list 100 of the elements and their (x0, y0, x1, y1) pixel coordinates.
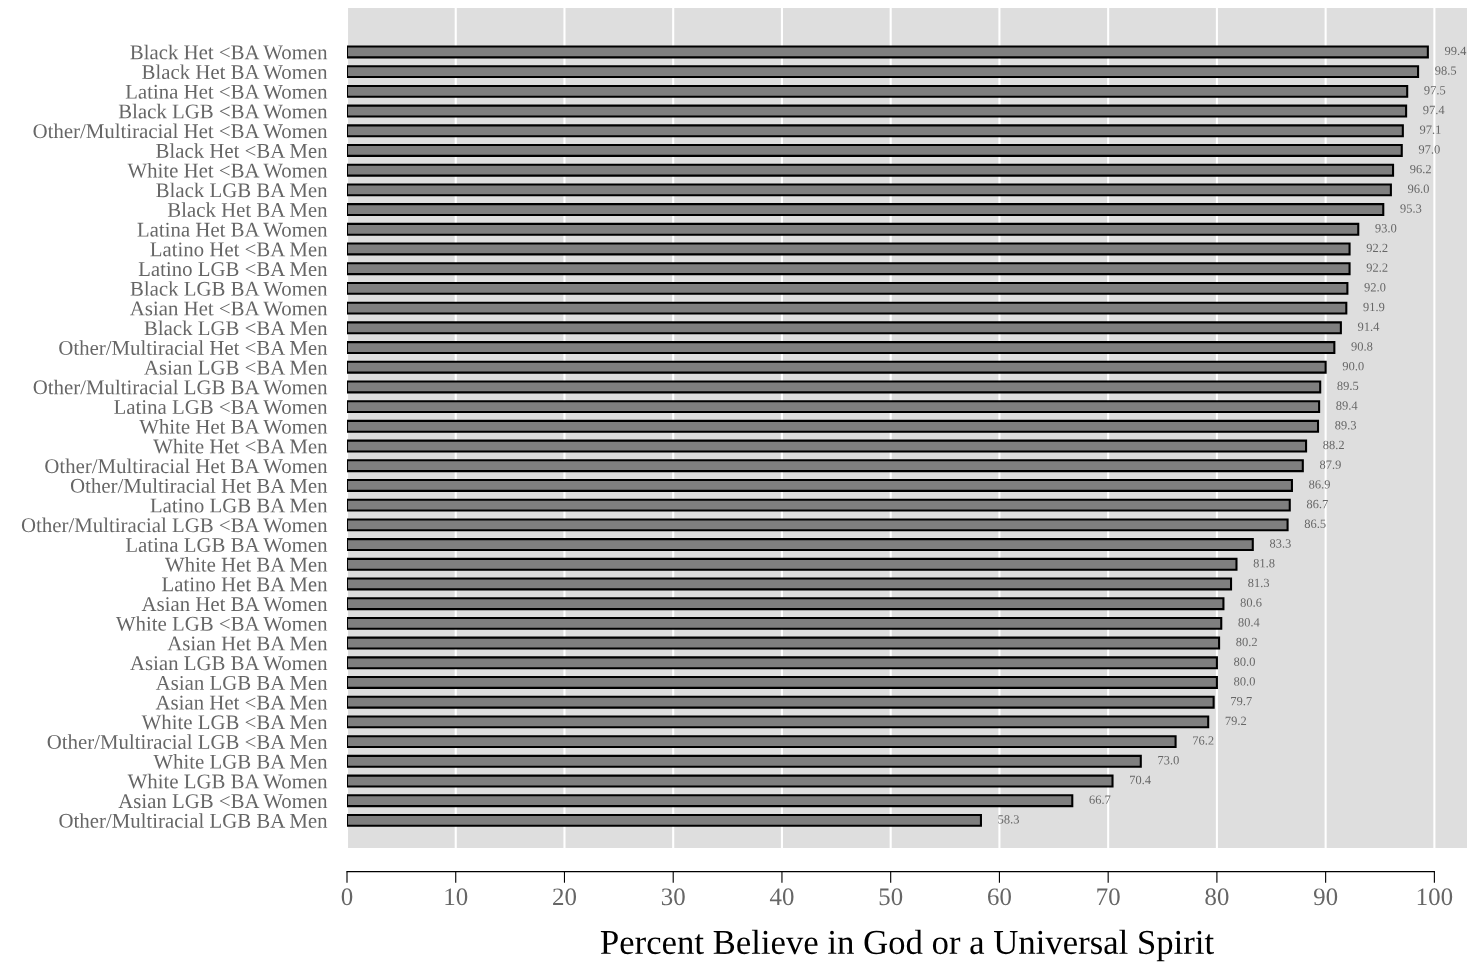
bar (347, 163, 1395, 177)
data-label: 80.2 (1236, 637, 1257, 647)
y-tick-label: Other/Multiracial LGB BA Women (33, 379, 328, 395)
data-label: 91.9 (1363, 302, 1385, 312)
y-tick-label: Black Het BA Women (142, 64, 328, 80)
x-tick-label: 20 (553, 888, 577, 906)
data-label: 93.0 (1375, 223, 1397, 233)
y-tick-label: Black Het <BA Men (156, 143, 328, 158)
bar (347, 656, 1218, 670)
x-tick-label: 50 (879, 888, 903, 906)
y-tick-label: Latino Het BA Men (162, 577, 328, 592)
bar (347, 735, 1177, 749)
bar (347, 65, 1420, 79)
data-label: 91.4 (1357, 322, 1380, 331)
data-label: 80.0 (1234, 677, 1255, 686)
bar (347, 754, 1142, 768)
y-tick-label: Latina Het BA Women (137, 222, 328, 237)
y-tick-label: Other/Multiracial Het <BA Women (33, 123, 328, 139)
data-label: 79.2 (1225, 716, 1247, 726)
bar (347, 281, 1349, 295)
y-tick-label: Latino Het <BA Men (150, 242, 328, 257)
data-label: 97.0 (1418, 145, 1440, 154)
y-tick-label: Asian LGB BA Women (130, 656, 328, 671)
data-label: 66.7 (1089, 795, 1111, 804)
bar (347, 262, 1351, 276)
bar (347, 242, 1351, 256)
data-label: 80.4 (1238, 618, 1260, 627)
bar (347, 597, 1225, 611)
bar (347, 222, 1360, 236)
bar (347, 557, 1238, 571)
bar (347, 478, 1293, 492)
y-tick-label: Asian Het BA Women (141, 597, 328, 612)
y-tick-label: Other/Multiracial Het BA Women (45, 458, 328, 474)
x-tick-label: 100 (1417, 888, 1453, 906)
data-label: 86.5 (1304, 519, 1326, 529)
bar (347, 203, 1385, 217)
bar (347, 774, 1114, 788)
data-label: 89.4 (1336, 401, 1358, 410)
data-label: 98.5 (1435, 66, 1457, 75)
data-label: 79.7 (1231, 696, 1252, 706)
data-label: 92.2 (1366, 263, 1388, 272)
bar (347, 341, 1336, 354)
bar (347, 380, 1322, 394)
bar (347, 715, 1210, 729)
x-tick-label: 60 (988, 888, 1011, 906)
bar (347, 794, 1074, 808)
bar (347, 360, 1327, 374)
data-label: 88.2 (1323, 440, 1344, 450)
y-tick-label: Black LGB BA Women (130, 281, 328, 296)
y-tick-label: Latino LGB BA Men (150, 498, 328, 513)
y-tick-label: Other/Multiracial Het <BA Men (59, 340, 328, 355)
data-label: 81.3 (1248, 578, 1270, 588)
y-tick-label: White Het <BA Men (153, 438, 328, 454)
x-axis-title: Percent Believe in God or a Universal Spirit (600, 929, 1214, 962)
y-tick-label: Black LGB <BA Women (118, 103, 328, 119)
data-label: 97.1 (1419, 125, 1441, 134)
x-tick-label: 0 (341, 888, 353, 906)
bar (347, 301, 1348, 315)
data-label: 86.9 (1309, 480, 1330, 489)
data-label: 90.8 (1351, 342, 1373, 351)
y-tick-label: Latina Het <BA Women (125, 84, 328, 99)
data-label: 89.5 (1337, 381, 1359, 391)
y-tick-label: Other/Multiracial LGB <BA Men (47, 734, 328, 750)
bar (347, 419, 1320, 433)
y-tick-label: White Het BA Men (164, 557, 328, 572)
bar (347, 321, 1342, 335)
data-label: 76.2 (1193, 736, 1214, 745)
y-tick-label: Black Het BA Men (167, 202, 328, 218)
x-tick-label: 90 (1313, 888, 1338, 906)
y-tick-label: White LGB BA Women (127, 773, 328, 789)
y-tick-label: Black LGB <BA Men (144, 320, 328, 336)
x-tick-label: 40 (769, 888, 794, 906)
bar (347, 538, 1254, 552)
data-label: 97.5 (1424, 86, 1446, 95)
y-tick-label: Asian Het BA Men (167, 636, 328, 651)
bar (347, 577, 1233, 591)
x-tick-label: 70 (1097, 888, 1120, 906)
data-label: 92.0 (1364, 283, 1386, 292)
bar (347, 400, 1321, 414)
bar (347, 636, 1221, 650)
data-label: 99.4 (1444, 46, 1467, 56)
bar (347, 84, 1409, 98)
data-label: 58.3 (998, 815, 1019, 824)
data-label: 83.3 (1269, 539, 1291, 548)
data-label: 86.7 (1306, 499, 1328, 509)
bar (347, 45, 1429, 59)
bar (347, 183, 1392, 197)
y-tick-label: White LGB <BA Men (141, 714, 328, 730)
data-label: 92.2 (1366, 243, 1388, 253)
data-label: 81.8 (1253, 558, 1275, 568)
data-label: 97.4 (1423, 105, 1445, 115)
bar (347, 498, 1291, 512)
x-tick-label: 80 (1205, 888, 1229, 906)
y-tick-label: Asian LGB <BA Men (144, 360, 328, 375)
y-tick-label: Other/Multiracial LGB <BA Women (21, 517, 328, 533)
x-tick-label: 10 (445, 888, 468, 906)
data-label: 95.3 (1400, 204, 1422, 213)
data-label: 80.0 (1234, 657, 1255, 666)
bar (347, 813, 982, 827)
y-tick-label: Latina LGB BA Women (125, 537, 328, 553)
